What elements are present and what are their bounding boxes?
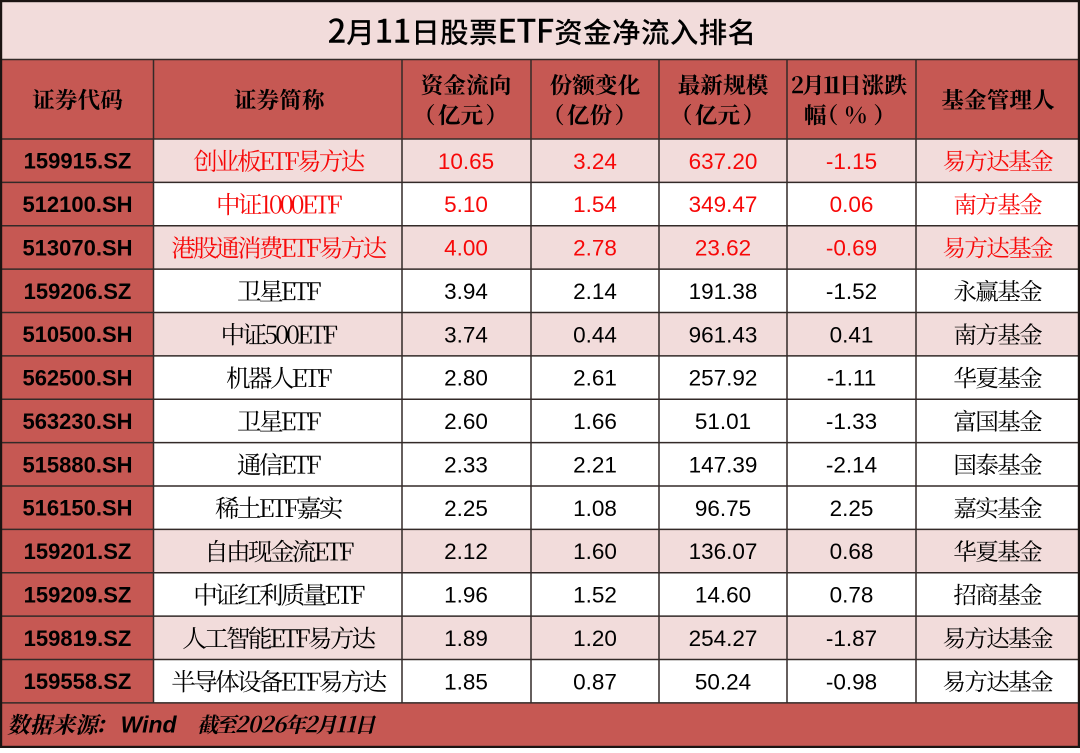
svg-text:-2.14: -2.14 <box>826 452 877 477</box>
svg-text:563230.SH: 563230.SH <box>22 409 132 434</box>
svg-text:191.38: 191.38 <box>689 279 758 304</box>
svg-text:4.00: 4.00 <box>444 236 488 261</box>
svg-text:96.75: 96.75 <box>695 496 751 521</box>
svg-text:2.25: 2.25 <box>444 496 488 521</box>
svg-text:0.06: 0.06 <box>830 192 874 217</box>
svg-text:14.60: 14.60 <box>695 583 751 608</box>
svg-text:23.62: 23.62 <box>695 236 751 261</box>
svg-text:0.78: 0.78 <box>830 583 874 608</box>
svg-text:159915.SZ: 159915.SZ <box>24 149 132 174</box>
svg-text:349.47: 349.47 <box>689 192 758 217</box>
svg-text:2.21: 2.21 <box>573 452 617 477</box>
svg-text:-1.52: -1.52 <box>826 279 877 304</box>
svg-text:515880.SH: 515880.SH <box>22 452 132 477</box>
svg-text:50.24: 50.24 <box>695 669 751 694</box>
svg-text:0.68: 0.68 <box>830 539 874 564</box>
svg-text:512100.SH: 512100.SH <box>22 192 132 217</box>
svg-text:-1.33: -1.33 <box>826 409 877 434</box>
svg-text:159558.SZ: 159558.SZ <box>24 669 132 694</box>
svg-text:51.01: 51.01 <box>695 409 751 434</box>
svg-text:257.92: 257.92 <box>689 366 758 391</box>
svg-text:-1.87: -1.87 <box>826 626 877 651</box>
svg-text:-1.11: -1.11 <box>827 366 877 391</box>
svg-text:136.07: 136.07 <box>689 539 758 564</box>
svg-text:3.74: 3.74 <box>444 322 488 347</box>
svg-text:159819.SZ: 159819.SZ <box>24 626 132 651</box>
svg-text:1.66: 1.66 <box>573 409 617 434</box>
svg-text:510500.SH: 510500.SH <box>22 322 132 347</box>
svg-text:1.54: 1.54 <box>573 192 617 217</box>
svg-text:2.78: 2.78 <box>573 236 617 261</box>
svg-text:-0.69: -0.69 <box>826 236 877 261</box>
svg-text:1.52: 1.52 <box>573 583 617 608</box>
svg-text:2.80: 2.80 <box>444 366 488 391</box>
svg-text:1.60: 1.60 <box>573 539 617 564</box>
svg-text:159206.SZ: 159206.SZ <box>24 279 132 304</box>
svg-text:0.87: 0.87 <box>573 669 617 694</box>
svg-text:2.14: 2.14 <box>573 279 617 304</box>
svg-text:961.43: 961.43 <box>689 322 758 347</box>
svg-text:513070.SH: 513070.SH <box>22 235 132 260</box>
svg-text:147.39: 147.39 <box>689 452 758 477</box>
svg-text:159201.SZ: 159201.SZ <box>24 539 132 564</box>
svg-text:0.41: 0.41 <box>830 322 874 347</box>
svg-text:159209.SZ: 159209.SZ <box>24 583 132 608</box>
svg-text:1.08: 1.08 <box>573 496 617 521</box>
svg-text:254.27: 254.27 <box>689 626 758 651</box>
svg-text:637.20: 637.20 <box>689 149 758 174</box>
svg-text:1.89: 1.89 <box>444 626 488 651</box>
svg-text:0.44: 0.44 <box>573 322 617 347</box>
svg-text:-0.98: -0.98 <box>826 669 877 694</box>
svg-text:562500.SH: 562500.SH <box>22 366 132 391</box>
svg-text:2.12: 2.12 <box>444 539 488 564</box>
svg-text:-1.15: -1.15 <box>826 149 877 174</box>
svg-text:2.25: 2.25 <box>830 496 874 521</box>
svg-text:3.24: 3.24 <box>573 149 617 174</box>
svg-text:516150.SH: 516150.SH <box>22 496 132 521</box>
svg-text:1.20: 1.20 <box>573 626 617 651</box>
svg-text:1.85: 1.85 <box>444 669 488 694</box>
svg-text:2.60: 2.60 <box>444 409 488 434</box>
svg-text:Wind: Wind <box>121 712 178 738</box>
svg-text:1.96: 1.96 <box>444 583 488 608</box>
svg-text:5.10: 5.10 <box>444 192 488 217</box>
svg-text:2.33: 2.33 <box>444 452 488 477</box>
svg-text:10.65: 10.65 <box>438 149 494 174</box>
svg-text:2.61: 2.61 <box>573 366 617 391</box>
svg-text:3.94: 3.94 <box>444 279 488 304</box>
